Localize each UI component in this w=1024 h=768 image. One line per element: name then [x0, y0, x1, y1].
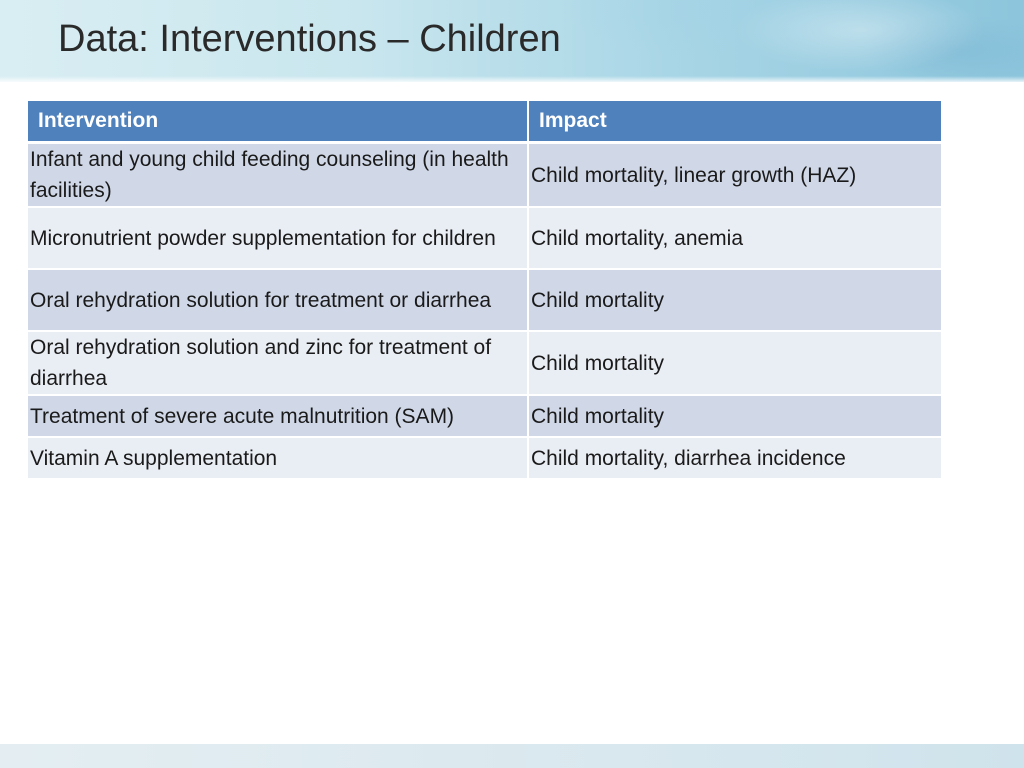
- impact-cell: Child mortality: [528, 331, 941, 396]
- intervention-cell: Vitamin A supplementation: [28, 437, 529, 480]
- intervention-cell: Infant and young child feeding counselin…: [28, 142, 529, 208]
- impact-cell: Child mortality, anemia: [528, 207, 941, 270]
- footer-band: [0, 744, 1024, 768]
- impact-cell: Child mortality: [528, 269, 941, 332]
- intervention-cell: Oral rehydration solution for treatment …: [28, 269, 529, 332]
- slide-title: Data: Interventions – Children: [58, 18, 561, 60]
- table-row: Oral rehydration solution and zinc for t…: [28, 331, 941, 396]
- impact-cell: Child mortality, diarrhea incidence: [528, 437, 941, 480]
- table-row: Vitamin A supplementation Child mortalit…: [28, 437, 941, 480]
- impact-cell: Child mortality, linear growth (HAZ): [528, 142, 941, 208]
- table-header-row: Intervention Impact: [28, 101, 941, 144]
- column-header-intervention: Intervention: [28, 101, 529, 144]
- header-band: [0, 0, 1024, 82]
- table-row: Micronutrient powder supplementation for…: [28, 207, 941, 270]
- intervention-cell: Oral rehydration solution and zinc for t…: [28, 331, 529, 396]
- table-row: Oral rehydration solution for treatment …: [28, 269, 941, 332]
- intervention-cell: Treatment of severe acute malnutrition (…: [28, 395, 529, 438]
- table-row: Infant and young child feeding counselin…: [28, 142, 941, 208]
- impact-cell: Child mortality: [528, 395, 941, 438]
- column-header-impact: Impact: [528, 101, 941, 144]
- table-row: Treatment of severe acute malnutrition (…: [28, 395, 941, 438]
- interventions-table: Intervention Impact Infant and young chi…: [28, 101, 941, 480]
- intervention-cell: Micronutrient powder supplementation for…: [28, 207, 529, 270]
